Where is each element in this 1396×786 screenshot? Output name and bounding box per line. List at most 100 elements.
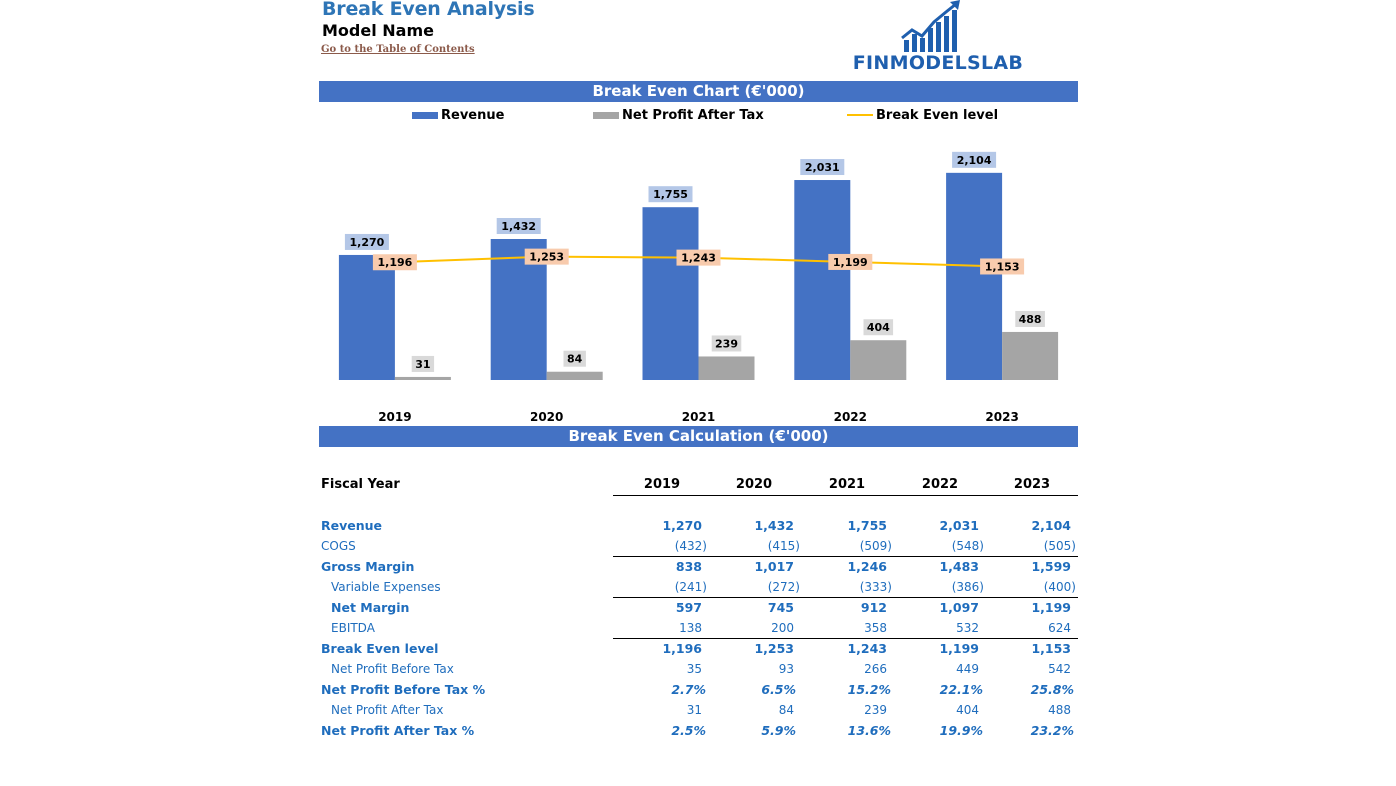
net-profit-bar xyxy=(850,340,907,380)
revenue-data-label: 2,104 xyxy=(957,154,992,167)
net-profit-data-label: 84 xyxy=(567,353,583,366)
net-profit-data-label-bg xyxy=(863,319,894,336)
table-cell: 624 xyxy=(1048,621,1071,635)
revenue-bar xyxy=(642,207,699,380)
table-cell: 25.8% xyxy=(1030,682,1074,697)
page-title: Break Even Analysis xyxy=(322,0,535,20)
table-cell: 912 xyxy=(860,600,887,615)
table-cell: (509) xyxy=(859,539,892,553)
legend-item-net-profit: Net Profit After Tax xyxy=(593,107,764,123)
model-name: Model Name xyxy=(322,21,434,40)
legend-swatch-revenue xyxy=(412,111,438,119)
table-cell: 2.5% xyxy=(671,723,706,738)
chart-section-title: Break Even Chart (€'000) xyxy=(319,81,1078,102)
calc-section-title: Break Even Calculation (€'000) xyxy=(319,426,1078,447)
row-divider xyxy=(613,638,1078,639)
table-cell: (415) xyxy=(767,539,800,553)
revenue-data-label-bg xyxy=(496,218,541,235)
table-header-row: Fiscal Year 2019 2020 2021 2022 2023 xyxy=(319,475,1078,495)
table-cell: 542 xyxy=(1048,662,1071,676)
row-divider xyxy=(613,556,1078,557)
table-cell: 1,199 xyxy=(1031,600,1071,615)
net-profit-data-label-bg xyxy=(411,355,435,372)
table-cell: (386) xyxy=(951,580,984,594)
table-cell: 35 xyxy=(686,662,702,676)
table-cell: 1,270 xyxy=(662,518,702,533)
table-cell: 1,097 xyxy=(939,600,979,615)
row-divider xyxy=(613,597,1078,598)
table-cell: 1,196 xyxy=(662,641,702,656)
table-cell: 84 xyxy=(778,703,794,717)
revenue-data-label-bg xyxy=(952,151,997,168)
row-label: Gross Margin xyxy=(321,559,415,574)
table-cell: 597 xyxy=(675,600,702,615)
table-row-break-even-level: Break Even level 1,196 1,253 1,243 1,199… xyxy=(319,639,1078,659)
break-even-data-label-bg xyxy=(372,254,417,271)
legend-swatch-break-even xyxy=(847,114,873,116)
row-label: Revenue xyxy=(321,518,383,533)
table-cell: 1,432 xyxy=(754,518,794,533)
table-cell: (241) xyxy=(674,580,707,594)
table-cell: 1,755 xyxy=(847,518,887,533)
table-cell: 2,031 xyxy=(939,518,979,533)
row-label: Net Profit Before Tax xyxy=(331,662,454,676)
table-cell: 838 xyxy=(675,559,702,574)
legend-label-net-profit: Net Profit After Tax xyxy=(622,107,764,123)
table-cell: 138 xyxy=(679,621,702,635)
table-row-cogs: COGS (432) (415) (509) (548) (505) xyxy=(319,537,1078,557)
revenue-data-label-bg xyxy=(344,233,389,250)
row-label: COGS xyxy=(321,539,356,553)
table-cell: 200 xyxy=(771,621,794,635)
year-header: 2021 xyxy=(828,477,866,492)
table-cell: 239 xyxy=(864,703,887,717)
x-tick-label: 2020 xyxy=(530,410,563,424)
revenue-data-label-bg xyxy=(800,159,845,176)
break-even-chart: 1,270 31 1,196 2019 1,432 84 1,253 2020 1,755 239… xyxy=(319,151,1078,424)
table-cell: 404 xyxy=(956,703,979,717)
table-cell: 449 xyxy=(956,662,979,676)
net-profit-data-label: 31 xyxy=(415,358,430,371)
year-header: 2022 xyxy=(921,477,959,492)
table-row-net-profit-after-tax-pct: Net Profit After Tax % 2.5% 5.9% 13.6% 1… xyxy=(319,721,1078,741)
table-cell: (505) xyxy=(1043,539,1076,553)
revenue-data-label: 1,755 xyxy=(653,188,688,201)
table-cell: 532 xyxy=(956,621,979,635)
break-even-data-label-bg xyxy=(980,258,1025,275)
revenue-data-label-bg xyxy=(648,186,693,203)
table-of-contents-link[interactable]: Go to the Table of Contents xyxy=(321,44,475,55)
x-tick-label: 2021 xyxy=(682,410,715,424)
table-cell: 1,483 xyxy=(939,559,979,574)
row-label: Net Margin xyxy=(331,600,410,615)
table-cell: 31 xyxy=(686,703,702,717)
table-row-gross-margin: Gross Margin 838 1,017 1,246 1,483 1,599 xyxy=(319,557,1078,577)
finmodelslab-logo: FINMODELSLAB xyxy=(842,0,1034,78)
row-label: Variable Expenses xyxy=(331,580,441,594)
table-cell: 19.9% xyxy=(939,723,983,738)
legend-swatch-net-profit xyxy=(593,111,619,119)
table-cell: 1,199 xyxy=(939,641,979,656)
table-cell: 13.6% xyxy=(847,723,891,738)
break-even-data-label: 1,196 xyxy=(378,256,413,269)
revenue-data-label: 1,270 xyxy=(350,236,385,249)
net-profit-bar xyxy=(394,376,451,380)
table-cell: (548) xyxy=(951,539,984,553)
table-row-net-profit-after-tax: Net Profit After Tax 31 84 239 404 488 xyxy=(319,701,1078,721)
table-cell: 1,246 xyxy=(847,559,887,574)
table-cell: (272) xyxy=(767,580,800,594)
break-even-data-label: 1,253 xyxy=(529,251,564,264)
revenue-bar xyxy=(794,180,851,380)
net-profit-data-label-bg xyxy=(563,350,586,367)
break-even-data-label: 1,243 xyxy=(681,252,716,265)
table-cell: 488 xyxy=(1048,703,1071,717)
year-header: 2020 xyxy=(735,477,773,492)
legend-item-break-even: Break Even level xyxy=(847,107,998,123)
revenue-bar xyxy=(338,254,395,380)
table-row-ebitda: EBITDA 138 200 358 532 624 xyxy=(319,619,1078,639)
table-row-variable-expenses: Variable Expenses (241) (272) (333) (386… xyxy=(319,578,1078,598)
table-cell: 745 xyxy=(767,600,794,615)
break-even-data-label-bg xyxy=(828,253,873,270)
row-label: Net Profit Before Tax % xyxy=(321,682,486,697)
break-even-data-label: 1,199 xyxy=(833,256,868,269)
table-cell: 2.7% xyxy=(671,682,706,697)
revenue-data-label: 2,031 xyxy=(805,161,840,174)
